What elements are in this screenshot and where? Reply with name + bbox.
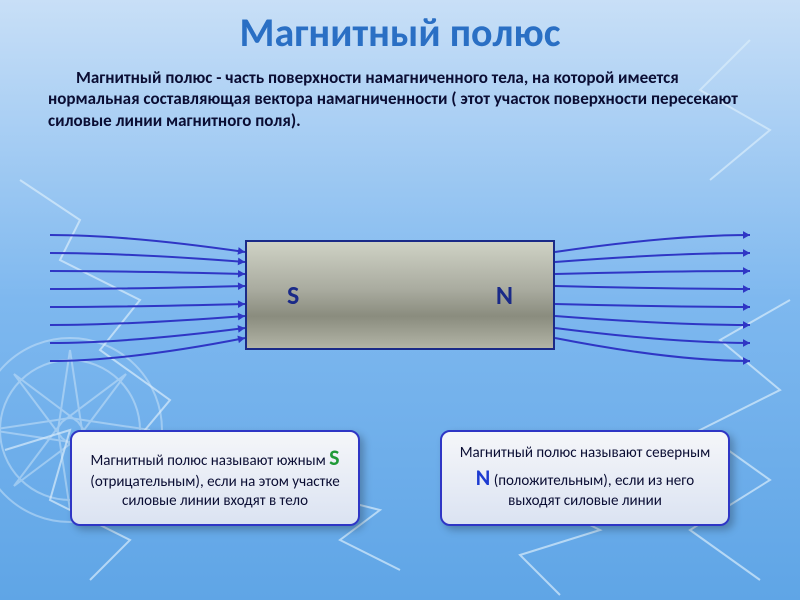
magnet-diagram: S N (50, 210, 750, 380)
north-caption-box: Магнитный полюс называют северным N (пол… (440, 430, 730, 526)
south-caption-box: Магнитный полюс называют южным S (отрица… (70, 430, 360, 526)
magnet-body: S N (245, 240, 555, 350)
south-caption-post: (отрицательным), если на этом участке си… (90, 473, 339, 511)
slide: Магнитный полюс Магнитный полюс - часть … (0, 0, 800, 600)
intro-text: Магнитный полюс - часть поверхности нама… (48, 67, 752, 131)
south-caption-pre: Магнитный полюс называют южным (90, 452, 329, 470)
pole-south-label: S (287, 279, 299, 311)
north-caption-pre: Магнитный полюс называют северным (460, 444, 711, 462)
slide-title: Магнитный полюс (40, 8, 760, 57)
pole-north-label: N (496, 279, 513, 311)
north-letter: N (476, 464, 491, 491)
north-caption-post: (положительным), если из него выходят си… (490, 472, 694, 511)
south-letter: S (329, 444, 339, 471)
